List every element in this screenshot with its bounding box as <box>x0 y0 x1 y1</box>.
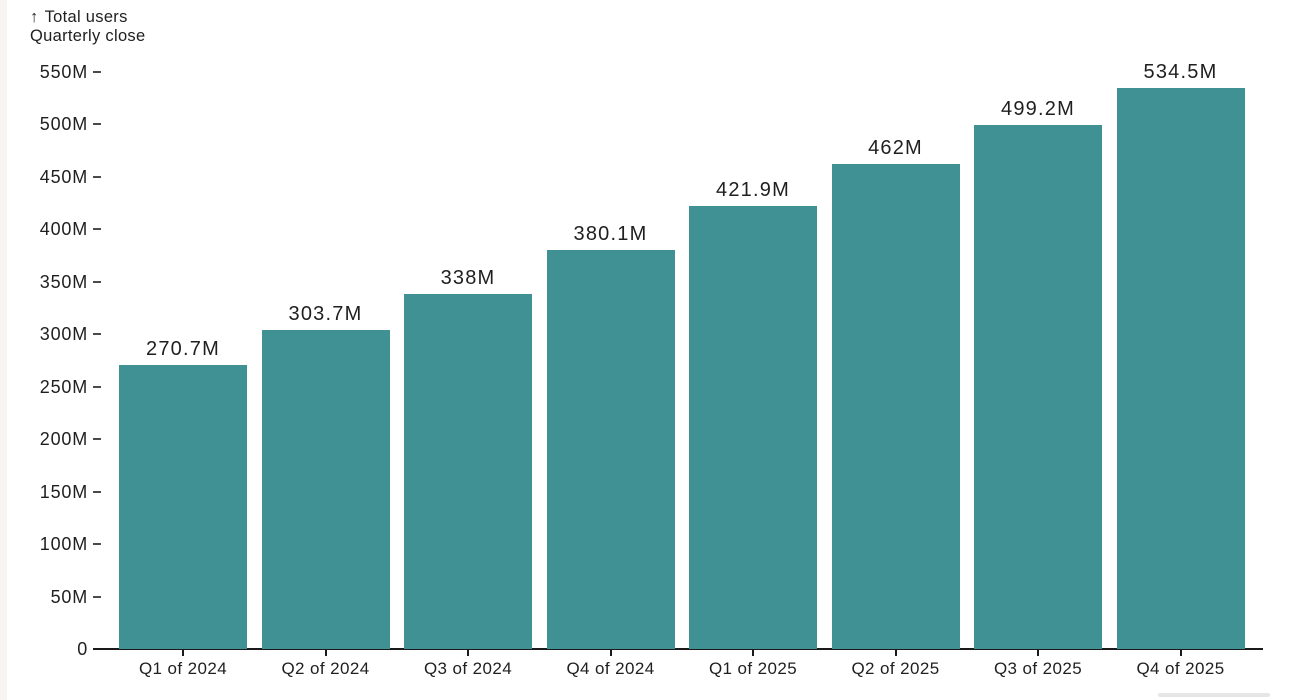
y-axis-tick-label: 0 <box>77 639 88 659</box>
y-axis-tick-mark <box>93 175 101 178</box>
x-axis-tick-mark <box>752 650 754 656</box>
bar <box>1116 88 1245 649</box>
bar-value-label: 499.2M <box>1001 98 1075 121</box>
bar-value-label: 462M <box>868 137 923 160</box>
bar-value-label: 303.7M <box>288 303 363 326</box>
x-axis-category-label: Q4 of 2024 <box>566 659 655 678</box>
y-axis-tick-label: 50M <box>50 586 88 607</box>
y-axis-tick-label: 550M <box>39 62 88 82</box>
x-axis-category-label: Q2 of 2025 <box>851 659 940 678</box>
chart-subtitle: Quarterly close <box>30 27 146 45</box>
x-axis-category-label: Q3 of 2024 <box>423 659 513 678</box>
y-axis-tick-mark <box>93 438 101 441</box>
bar <box>689 206 817 649</box>
y-axis-tick-label: 400M <box>39 219 88 240</box>
x-axis-category-label: Q4 of 2025 <box>1136 659 1225 678</box>
bar-value-label: 534.5M <box>1143 61 1218 84</box>
y-axis-tick-label: 250M <box>39 376 88 397</box>
attribution-cutoff <box>1158 693 1270 697</box>
bar <box>119 365 247 649</box>
y-axis-tick-label: 150M <box>39 481 88 502</box>
bar <box>546 250 675 649</box>
y-axis-tick-mark <box>93 490 101 493</box>
x-axis-baseline <box>93 648 1263 650</box>
x-axis-tick-mark <box>1179 650 1182 656</box>
chart-title-line: ↑ Total users <box>30 8 145 27</box>
y-axis-tick-label: 200M <box>39 429 88 450</box>
y-axis-tick-mark <box>93 228 101 231</box>
bar <box>261 330 390 649</box>
x-axis-category-label: Q1 of 2024 <box>138 659 228 678</box>
x-axis-tick-mark <box>609 650 612 656</box>
bar <box>831 164 960 649</box>
up-arrow-icon: ↑ <box>30 8 39 26</box>
x-axis-tick-mark <box>1037 650 1039 656</box>
bar <box>974 125 1102 649</box>
chart-header: ↑ Total users Quarterly close <box>30 8 145 46</box>
y-axis-tick-mark <box>93 333 101 336</box>
x-axis-tick-mark <box>182 650 184 656</box>
x-axis-tick-mark <box>467 650 469 656</box>
y-axis-tick-label: 500M <box>39 114 88 135</box>
bar-value-label: 380.1M <box>573 223 648 246</box>
bar-value-label: 270.7M <box>146 338 220 360</box>
y-axis-tick-mark <box>93 385 101 388</box>
y-axis-tick-mark <box>93 595 101 598</box>
x-axis-category-label: Q2 of 2024 <box>281 659 370 678</box>
page-edge-strip <box>0 0 7 700</box>
y-axis-tick-mark <box>93 543 101 546</box>
y-axis-tick-label: 300M <box>39 324 88 345</box>
y-axis-tick-label: 350M <box>39 271 88 292</box>
x-axis-category-label: Q3 of 2025 <box>993 659 1083 678</box>
bar <box>404 294 532 649</box>
x-axis-tick-mark <box>324 650 327 656</box>
y-axis-tick-mark <box>93 123 101 126</box>
y-axis-tick-mark <box>93 280 101 283</box>
chart-title: Total users <box>44 8 128 26</box>
y-axis-tick-label: 100M <box>39 534 88 555</box>
x-axis-category-label: Q1 of 2025 <box>708 659 798 678</box>
y-axis-tick-label: 450M <box>39 166 88 187</box>
x-axis-tick-mark <box>894 650 897 656</box>
bar-value-label: 421.9M <box>716 179 790 202</box>
bar-value-label: 338M <box>440 267 496 290</box>
y-axis-tick-mark <box>93 71 101 73</box>
